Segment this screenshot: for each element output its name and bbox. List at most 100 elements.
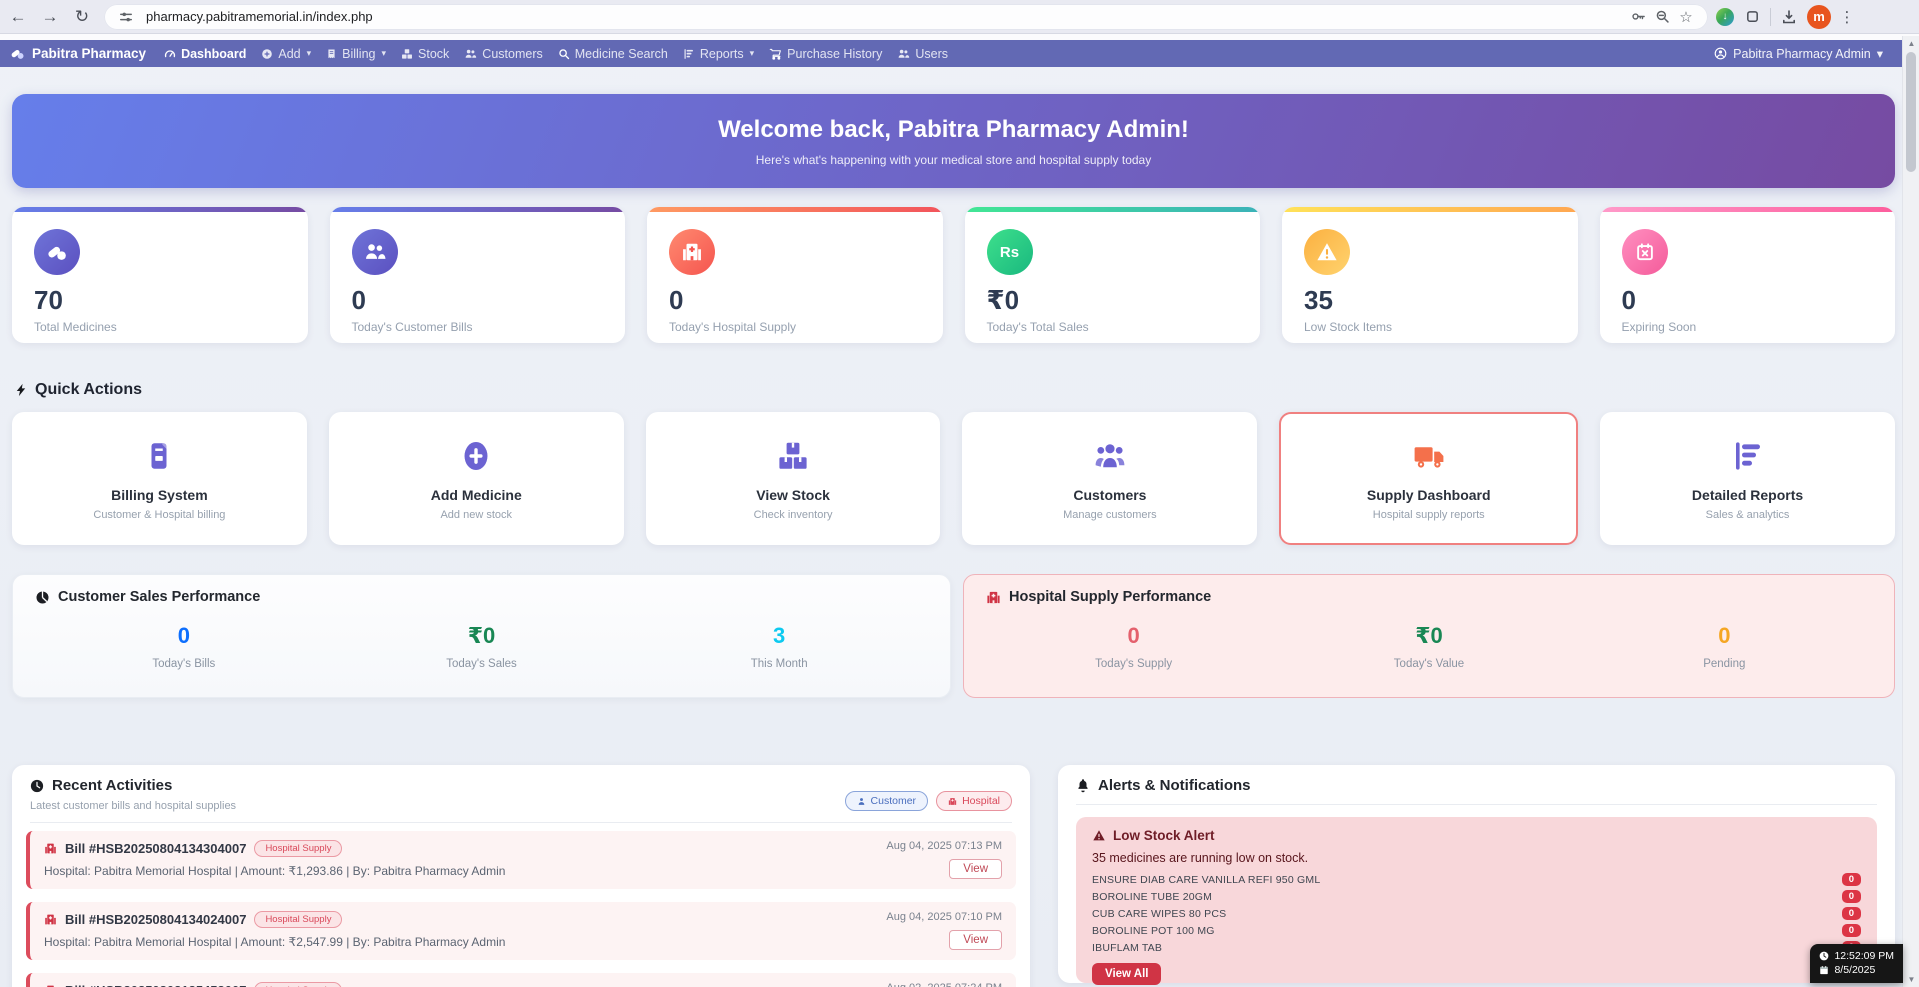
url-text[interactable]: pharmacy.pabitramemorial.in/index.php [146,9,373,24]
stat-value: 0 [351,285,366,315]
scroll-up-icon[interactable]: ▲ [1907,39,1916,48]
stat-label: Today's Hospital Supply [669,320,797,334]
quick-action-detailed-reports[interactable]: Detailed Reports Sales & analytics [1600,412,1895,545]
chevron-down-icon: ▾ [381,48,387,58]
nav-item-reports[interactable]: Reports ▾ [683,47,754,61]
nav-item-stock[interactable]: Stock [401,47,449,61]
quick-action-billing-system[interactable]: Billing System Customer & Hospital billi… [12,412,307,545]
medicine-name: BOROLINE POT 100 MG [1092,924,1215,937]
bill-type-badge: Hospital Supply [254,982,343,987]
quick-actions-title: Quick Actions [35,381,142,398]
perf-col-todays-value: ₹0 Today's Value [1281,623,1576,670]
quick-actions-heading: Quick Actions [14,381,142,399]
perf-col-todays-bills: 0 Today's Bills [35,623,333,670]
site-info-icon[interactable] [114,5,138,29]
alert-item: IBUFLAM TAB 0 [1092,939,1861,956]
view-all-button[interactable]: View All [1092,963,1162,985]
nav-item-medicine-search[interactable]: Medicine Search [558,47,668,61]
perf-label: Today's Bills [152,658,216,670]
nav-item-dashboard[interactable]: Dashboard [164,47,246,61]
nav-label: Dashboard [181,46,247,61]
bill-row-2[interactable]: Bill #HSB20250804134024007 Hospital Supp… [26,902,1016,960]
people-icon [1093,437,1127,475]
calendar-x-icon [1621,229,1668,275]
download-icon[interactable] [1777,5,1801,29]
idm-extension-icon[interactable]: ↓ [1716,7,1734,26]
address-bar[interactable]: pharmacy.pabitramemorial.in/index.php ☆ [104,3,1708,30]
stat-card-todays-customer-bills: 0 Today's Customer Bills [329,207,625,343]
bill-row-3[interactable]: Bill #HSB20250802135453007 Hospital Supp… [26,973,1016,987]
nav-label: Medicine Search [574,46,668,61]
quick-action-view-stock[interactable]: View Stock Check inventory [645,412,941,545]
view-button[interactable]: View [949,859,1002,879]
quick-action-add-medicine[interactable]: Add Medicine Add new stock [328,412,624,545]
stat-value: 0 [1621,285,1636,315]
perf-value: ₹0 [467,623,496,648]
bill-row-1[interactable]: Bill #HSB20250804134304007 Hospital Supp… [26,831,1016,889]
back-icon[interactable]: ← [9,6,27,26]
forward-icon[interactable]: → [41,6,59,26]
nav-item-billing[interactable]: Billing ▾ [326,47,386,61]
stat-value: ₹0 [986,285,1020,315]
quick-action-customers[interactable]: Customers Manage customers [962,412,1258,545]
stat-label: Expiring Soon [1621,320,1697,334]
menu-dots-icon[interactable]: ⋮ [1839,8,1855,26]
bar-chart-icon [683,48,695,60]
scrollbar-thumb[interactable] [1906,52,1916,172]
recent-title: Recent Activities [52,777,173,794]
filter-customer-button[interactable]: Customer [844,791,929,811]
toolbar-separator [1770,7,1771,26]
nav-item-customers[interactable]: Customers [464,47,543,61]
page-scrollbar[interactable]: ▲ ▼ [1902,36,1919,987]
clock-icon [30,779,44,793]
qa-title: Supply Dashboard [1366,487,1491,503]
nav-item-users[interactable]: Users [897,47,948,61]
bill-side: Aug 02, 2025 07:24 PM [886,982,1002,987]
nav-item-add[interactable]: Add ▾ [261,47,311,61]
bookmark-star-icon[interactable]: ☆ [1679,8,1693,26]
hospital-supply-performance-panel: Hospital Supply Performance 0 Today's Su… [963,574,1895,698]
nav-label: Purchase History [787,46,883,61]
truck-icon [1411,437,1447,475]
alert-message: 35 medicines are running low on stock. [1092,851,1309,865]
bill-id: Bill #HSB20250804134024007 [65,912,247,927]
recent-activities-panel: Recent Activities Latest customer bills … [12,765,1030,987]
nav-label: Reports [699,46,744,61]
reload-icon[interactable]: ↻ [74,6,90,26]
perf-value: 3 [773,623,786,648]
quick-action-supply-dashboard[interactable]: Supply Dashboard Hospital supply reports [1279,412,1579,545]
bill-date: Aug 02, 2025 07:24 PM [886,982,1002,987]
brand[interactable]: Pabitra Pharmacy [10,46,146,61]
admin-menu[interactable]: Pabitra Pharmacy Admin ▾ [1714,46,1883,61]
receipt-icon [326,48,337,60]
chevron-down-icon: ▾ [1876,47,1883,61]
filter-hospital-button[interactable]: Hospital [936,791,1012,811]
plus-circle-icon [261,48,273,60]
extensions-icon[interactable] [1740,5,1764,29]
perf-label: Pending [1703,658,1746,670]
stat-label: Low Stock Items [1304,320,1393,334]
zoom-icon[interactable] [1650,5,1674,29]
stat-label: Today's Total Sales [986,320,1089,334]
key-icon[interactable] [1626,5,1650,29]
scroll-down-icon[interactable]: ▼ [1907,975,1916,984]
warning-icon [1092,829,1106,842]
people-icon [351,229,398,275]
medicine-name: IBUFLAM TAB [1092,941,1163,954]
admin-label: Pabitra Pharmacy Admin [1733,46,1871,61]
alert-item: ENSURE DIAB CARE VANILLA REFI 950 GML 0 [1092,871,1861,888]
qa-subtitle: Customer & Hospital billing [93,509,226,521]
view-button[interactable]: View [949,930,1002,950]
alert-heading-row: Low Stock Alert [1092,828,1861,843]
stock-count-badge: 0 [1841,924,1861,937]
bill-date: Aug 04, 2025 07:10 PM [886,911,1002,923]
stat-card-todays-total-sales: Rs ₹0 Today's Total Sales [964,207,1260,343]
profile-avatar[interactable]: m [1807,4,1831,29]
nav-item-purchase-history[interactable]: Purchase History [769,47,882,61]
stat-card-total-medicines: 70 Total Medicines [12,207,308,343]
clock-time: 12:52:09 PM [1834,950,1894,962]
hospital-icon [44,842,57,855]
chevron-down-icon: ▾ [306,48,312,58]
alert-heading: Low Stock Alert [1113,828,1215,843]
bill-main: Bill #HSB20250804134304007 Hospital Supp… [44,840,886,880]
